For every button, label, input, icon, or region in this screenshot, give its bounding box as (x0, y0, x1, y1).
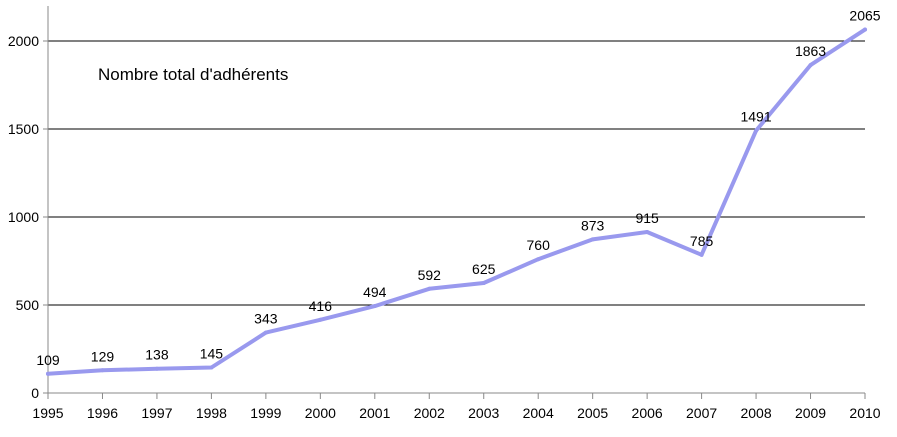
data-point (536, 257, 541, 262)
x-tick-label: 2002 (414, 405, 445, 421)
data-labels: 109 129 138 145 343 416 494 592 625 760 873 915 785 1… (36, 8, 880, 368)
data-label: 785 (690, 233, 714, 249)
series-line-group (46, 27, 867, 376)
data-point (100, 368, 105, 373)
x-tick-label: 2001 (359, 405, 390, 421)
data-label: 416 (309, 298, 333, 314)
y-tick-label: 0 (31, 385, 39, 401)
data-label: 138 (145, 347, 169, 363)
data-label: 109 (36, 352, 60, 368)
x-tick-label: 2006 (632, 405, 663, 421)
data-label: 1863 (795, 43, 826, 59)
data-point (209, 365, 214, 370)
gridlines (48, 40, 865, 306)
data-label: 494 (363, 284, 387, 300)
x-tick-label: 2005 (577, 405, 608, 421)
y-tick-label: 1000 (8, 209, 39, 225)
data-label: 1491 (740, 109, 771, 125)
data-label: 2065 (849, 8, 880, 24)
y-tick-label: 2000 (8, 33, 39, 49)
x-tick-label: 1998 (196, 405, 227, 421)
x-tick-label: 2003 (468, 405, 499, 421)
x-tick-label: 2008 (740, 405, 771, 421)
data-label: 592 (418, 267, 442, 283)
x-tick-label: 1997 (141, 405, 172, 421)
data-label: 915 (635, 210, 659, 226)
x-tick-label: 1999 (250, 405, 281, 421)
data-point (645, 229, 650, 234)
series-line (46, 27, 867, 376)
data-point (372, 304, 377, 309)
data-label: 343 (254, 311, 278, 327)
y-tick-label: 500 (16, 297, 40, 313)
x-tick-label: 2000 (305, 405, 336, 421)
x-tick-label: 2009 (795, 405, 826, 421)
x-tick-label: 2004 (523, 405, 554, 421)
data-point (808, 63, 813, 68)
chart-title: Nombre total d'adhérents (98, 65, 288, 84)
data-point (863, 27, 867, 32)
data-label: 625 (472, 261, 496, 277)
y-tick-label: 1500 (8, 121, 39, 137)
data-label: 760 (527, 237, 551, 253)
data-point (263, 330, 268, 335)
data-point (699, 252, 704, 257)
axes: 0 500 1000 1500 2000 1995 1996 1997 1998 1999 2000… (8, 6, 881, 421)
x-tick-label: 2010 (849, 405, 880, 421)
data-point (154, 366, 159, 371)
data-point (46, 371, 50, 376)
x-tick-label: 2007 (686, 405, 717, 421)
data-point (754, 128, 759, 133)
data-point (590, 237, 595, 242)
data-point (481, 281, 486, 285)
x-tick-label: 1996 (87, 405, 118, 421)
data-label: 873 (581, 217, 605, 233)
data-label: 129 (91, 348, 115, 364)
data-point (427, 286, 432, 291)
data-label: 145 (200, 345, 224, 361)
data-point (318, 317, 323, 322)
x-tick-label: 1995 (32, 405, 63, 421)
